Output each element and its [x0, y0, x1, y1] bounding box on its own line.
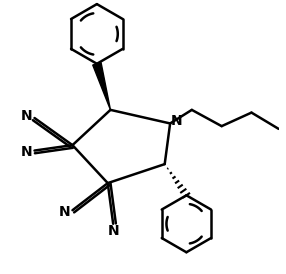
- Polygon shape: [93, 62, 110, 110]
- Text: N: N: [171, 114, 183, 128]
- Text: N: N: [59, 205, 71, 219]
- Text: N: N: [107, 224, 119, 238]
- Text: N: N: [21, 145, 33, 159]
- Text: N: N: [21, 109, 33, 123]
